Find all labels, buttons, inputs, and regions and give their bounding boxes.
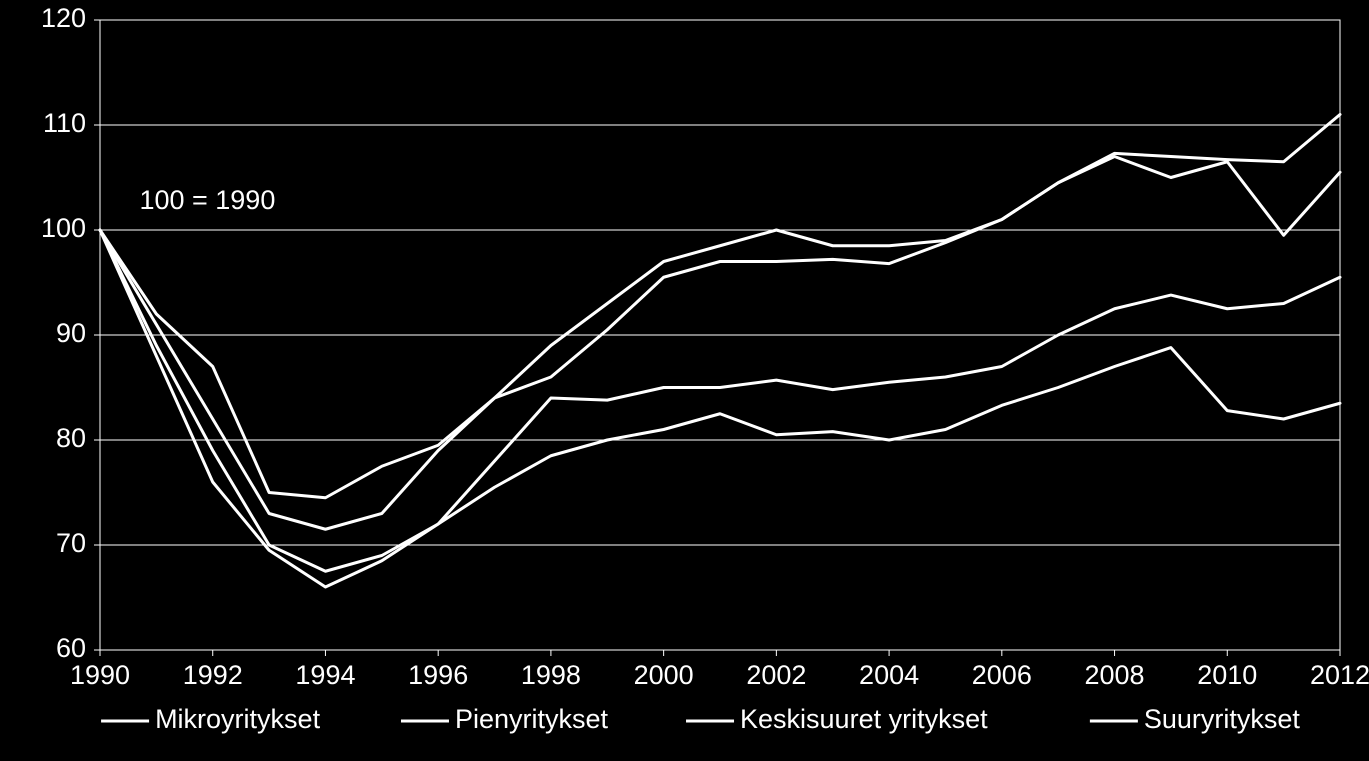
y-tick-label: 60 <box>56 633 86 663</box>
legend-label: Pienyritykset <box>455 704 609 734</box>
x-tick-label: 1990 <box>70 660 130 690</box>
x-tick-label: 1992 <box>183 660 243 690</box>
x-tick-label: 2012 <box>1310 660 1369 690</box>
legend-label: Suuryritykset <box>1144 704 1301 734</box>
x-tick-label: 2000 <box>634 660 694 690</box>
chart-svg: 60 70 80 90 100 110 120 1990 1992 1994 1996 1998 200… <box>0 0 1369 761</box>
x-tick-label: 2008 <box>1085 660 1145 690</box>
y-tick-label: 110 <box>43 108 86 138</box>
x-tick-label: 2002 <box>746 660 806 690</box>
x-tick-label: 1996 <box>408 660 468 690</box>
y-tick-label: 70 <box>56 528 86 558</box>
y-tick-label: 100 <box>41 213 86 243</box>
x-tick-label: 1998 <box>521 660 581 690</box>
legend-label: Mikroyritykset <box>155 704 321 734</box>
legend-label: Keskisuuret yritykset <box>740 704 988 734</box>
line-chart: 60 70 80 90 100 110 120 1990 1992 1994 1996 1998 200… <box>0 0 1369 761</box>
x-tick-label: 1994 <box>295 660 355 690</box>
annotation-baseline: 100 = 1990 <box>139 185 275 215</box>
x-tick-label: 2010 <box>1197 660 1257 690</box>
x-tick-label: 2004 <box>859 660 919 690</box>
x-tick-label: 2006 <box>972 660 1032 690</box>
y-tick-label: 90 <box>56 318 86 348</box>
y-tick-label: 120 <box>41 3 86 33</box>
y-tick-label: 80 <box>56 423 86 453</box>
